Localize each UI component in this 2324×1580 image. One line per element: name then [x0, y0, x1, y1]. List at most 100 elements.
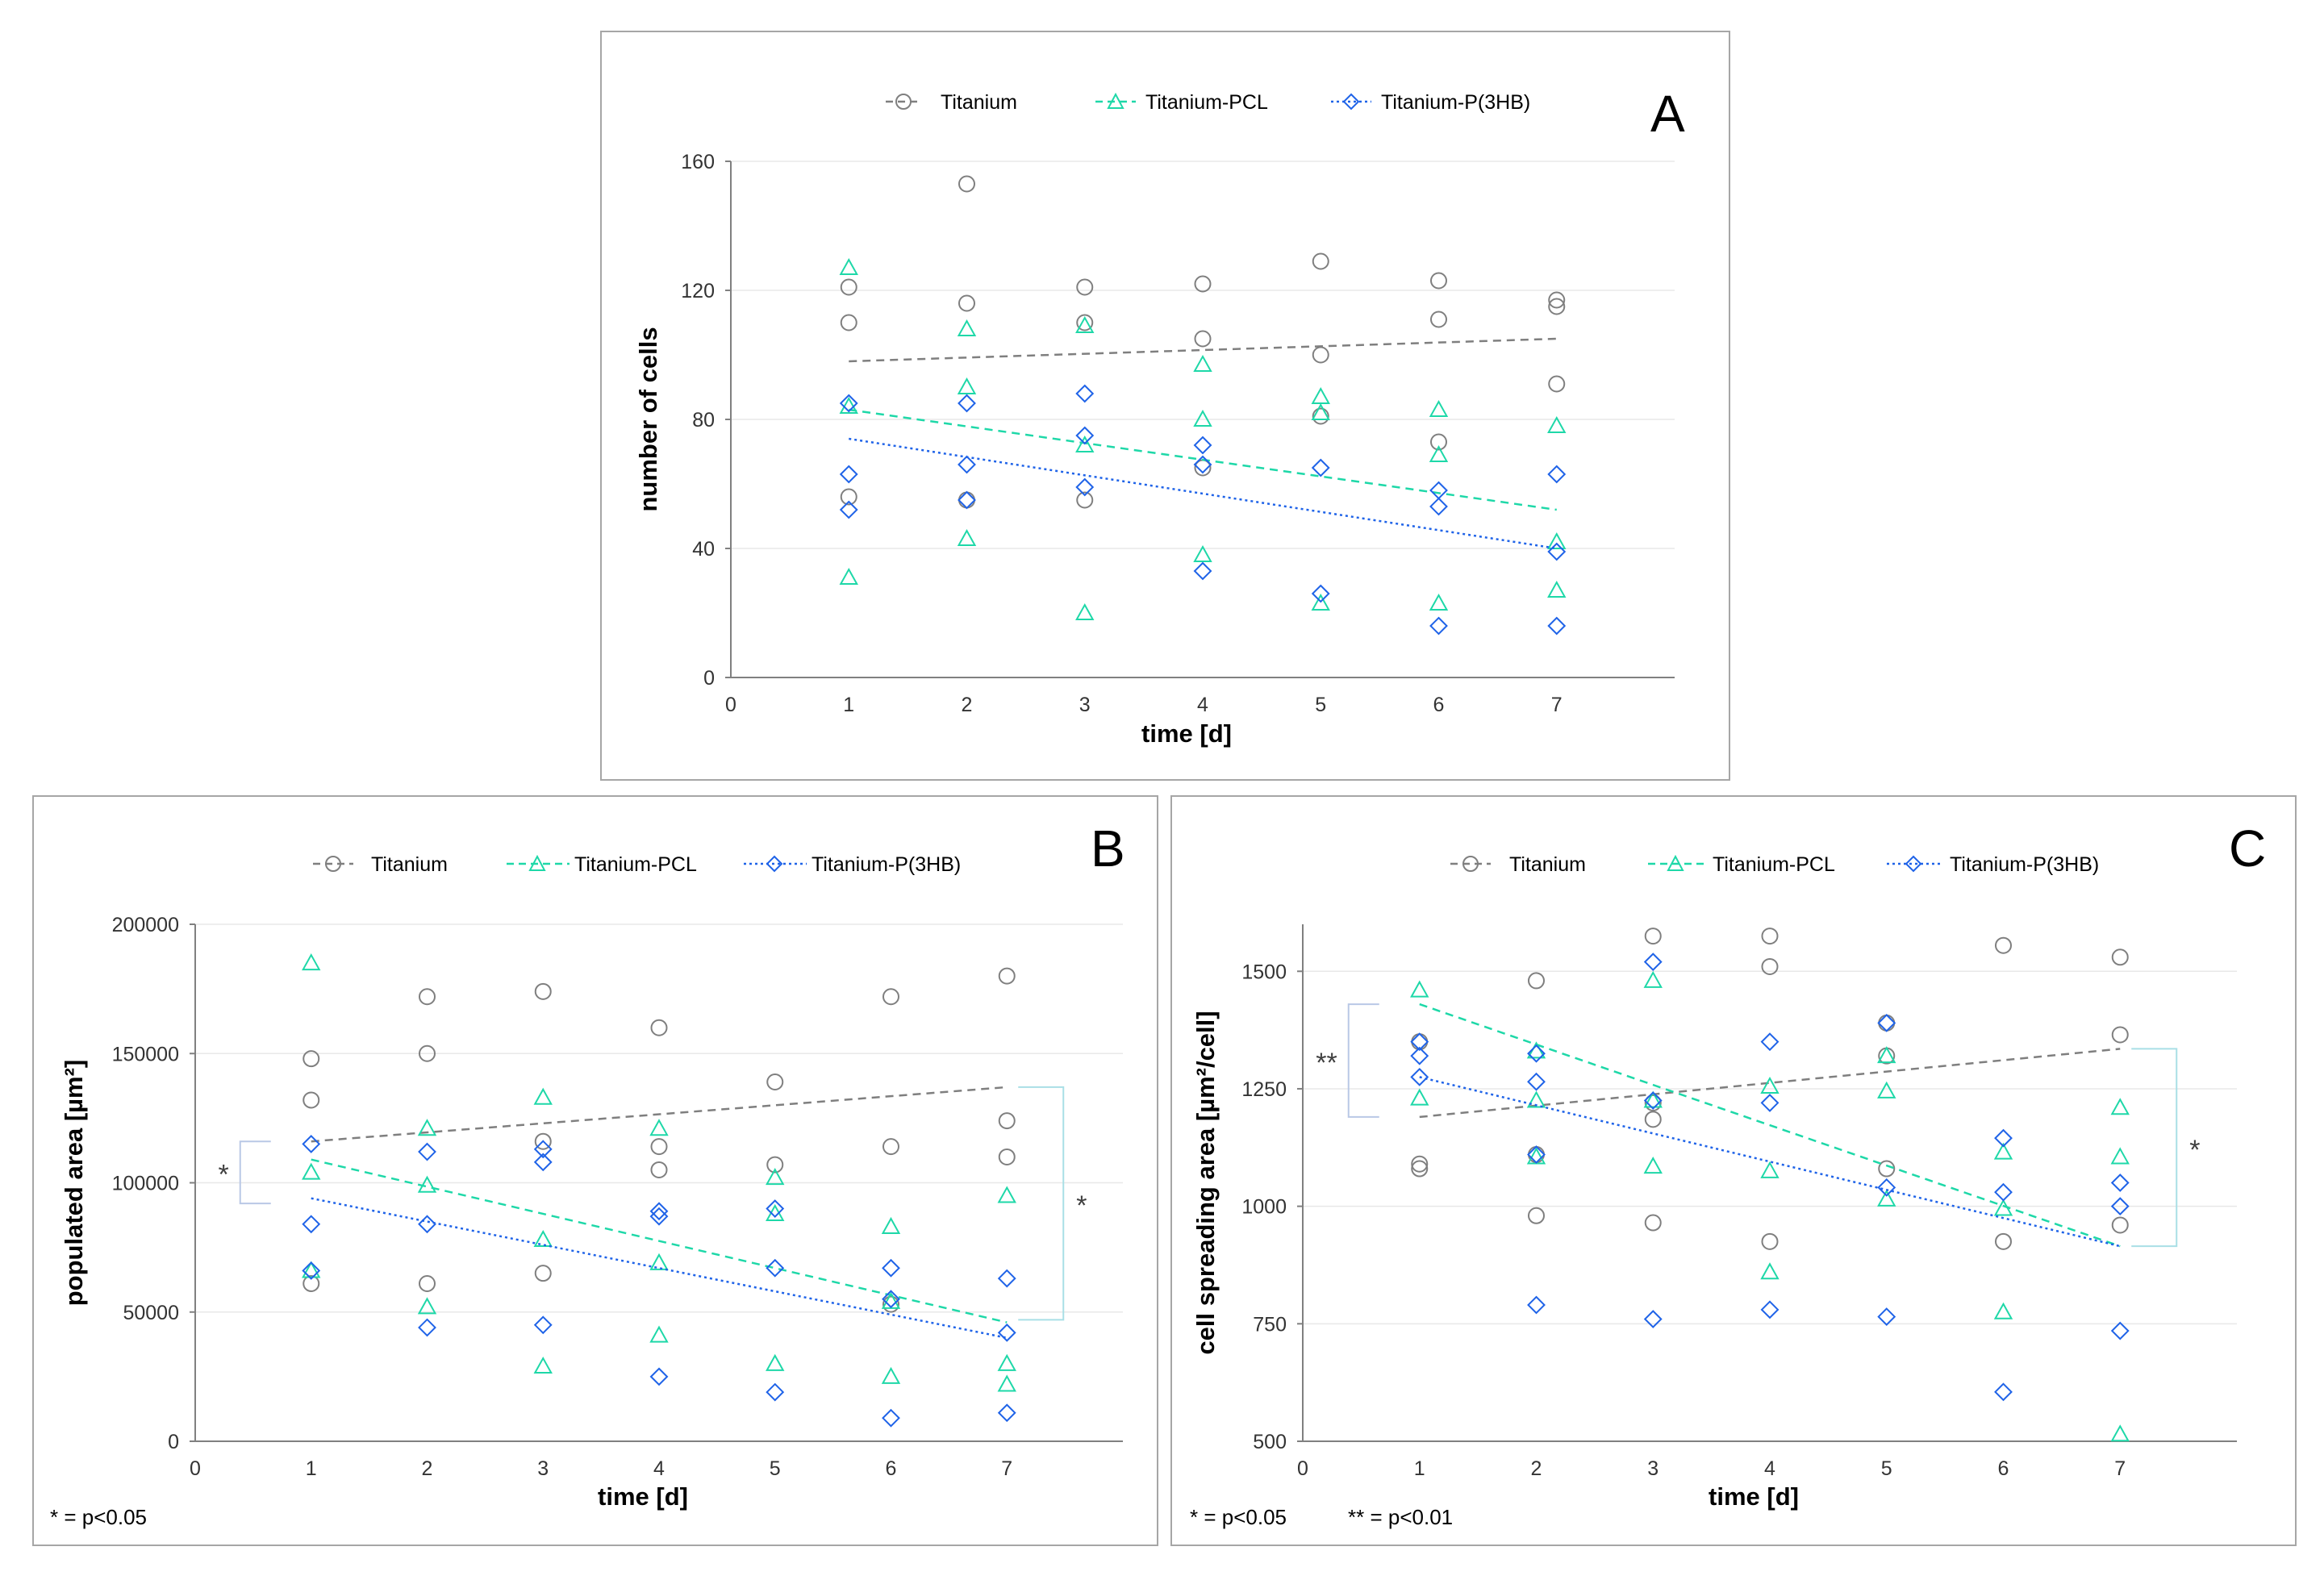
data-point — [1410, 980, 1429, 998]
data-point — [1761, 1232, 1779, 1250]
data-point — [1878, 1014, 1896, 1032]
x-tick-label: 4 — [1764, 1457, 1775, 1480]
legend-item-titanium-p3hb: Titanium-P(3HB) — [1887, 853, 2099, 876]
x-tick-label: 3 — [537, 1457, 549, 1480]
data-point — [1994, 1128, 2013, 1148]
data-point — [766, 1199, 785, 1218]
footnote-double: ** = p<0.01 — [1348, 1505, 1453, 1529]
data-point — [840, 278, 857, 296]
legend-item-titanium-pcl: Titanium-PCL — [507, 853, 697, 876]
x-tick-label: 3 — [1079, 694, 1091, 716]
data-point — [1548, 375, 1566, 393]
series-titanium-p-3hb — [1410, 953, 2130, 1402]
data-point — [1527, 1295, 1546, 1315]
data-point — [1760, 1032, 1780, 1052]
data-point — [1193, 409, 1212, 427]
significance-bracket — [1018, 1086, 1065, 1321]
data-point — [1075, 602, 1095, 620]
legend-item-titanium-pcl: Titanium-PCL — [1648, 853, 1835, 876]
legend-item-titanium: Titanium — [886, 91, 1017, 114]
data-point — [650, 1138, 668, 1156]
x-tick-label: 5 — [1315, 694, 1326, 716]
data-point — [1644, 1111, 1662, 1128]
data-point — [1877, 1189, 1896, 1207]
data-point — [1877, 1081, 1896, 1098]
x-tick-label: 1 — [1414, 1457, 1425, 1480]
data-point — [1526, 1090, 1546, 1108]
x-tick-label: 1 — [843, 694, 854, 716]
data-point — [881, 1216, 901, 1234]
legend: Titanium Titanium-PCL Titanium-P(3HB) — [313, 853, 961, 876]
data-point — [882, 1295, 899, 1313]
data-point — [2110, 1147, 2130, 1165]
x-tick-label: 5 — [1881, 1457, 1892, 1480]
data-point — [2110, 1424, 2130, 1442]
data-point — [417, 1175, 437, 1193]
data-point — [839, 394, 858, 413]
data-point — [1075, 315, 1095, 333]
x-tick-label: 6 — [886, 1457, 897, 1480]
data-point — [533, 1229, 553, 1248]
data-point — [1528, 1207, 1545, 1224]
x-axis-title: time [d] — [1709, 1482, 1799, 1511]
legend-item-titanium-p3hb: Titanium-P(3HB) — [1331, 91, 1530, 114]
plot-area: 0 40 80 120 160 0 1 2 3 4 5 6 7 time [d] number of cel… — [634, 151, 1675, 748]
data-point — [1311, 593, 1330, 611]
y-tick-label: 120 — [681, 280, 715, 302]
data-point — [1312, 252, 1329, 270]
series-titanium-pcl — [1410, 970, 2130, 1442]
data-point — [1993, 1302, 2013, 1319]
data-point — [302, 1050, 320, 1068]
trendline-titanium-pcl — [849, 408, 1557, 511]
x-tick-label: 4 — [653, 1457, 665, 1480]
y-tick-label: 1250 — [1241, 1078, 1287, 1101]
data-point — [1877, 1178, 1896, 1197]
data-point — [882, 1138, 899, 1156]
data-point — [1760, 1300, 1780, 1319]
legend-label-titanium-pcl: Titanium-PCL — [574, 853, 697, 876]
data-point — [1193, 544, 1212, 562]
chart-panel-b: Titanium Titanium-PCL Titanium-P(3HB) B … — [32, 795, 1158, 1546]
data-point — [1311, 402, 1330, 420]
data-point — [1429, 444, 1449, 462]
trendline-titanium — [849, 337, 1557, 363]
y-axis-title: cell spreading area [µm²/cell] — [1191, 1011, 1220, 1354]
data-point — [302, 1261, 321, 1280]
legend-item-titanium-p3hb: Titanium-P(3HB) — [744, 853, 961, 876]
data-point — [2110, 1098, 2130, 1115]
data-point — [1878, 1160, 1896, 1178]
data-point — [1076, 491, 1094, 509]
trendline-titanium-p-3hb — [849, 437, 1557, 550]
trendline-titanium-pcl — [1419, 1003, 2121, 1248]
data-point — [419, 1274, 436, 1292]
panel-label: A — [1650, 85, 1685, 143]
data-point — [1547, 616, 1567, 636]
data-point — [1411, 1160, 1429, 1178]
series-titanium-pcl — [839, 257, 1567, 620]
data-point — [1760, 1094, 1780, 1112]
data-point — [766, 1156, 784, 1174]
data-point — [839, 465, 858, 484]
legend-label-titanium-pcl: Titanium-PCL — [1713, 853, 1835, 876]
legend-label-titanium-pcl: Titanium-PCL — [1145, 91, 1268, 114]
data-point — [1311, 386, 1330, 404]
y-tick-label: 0 — [168, 1431, 179, 1453]
data-point — [418, 1142, 436, 1161]
x-tick-label: 7 — [2114, 1457, 2126, 1480]
data-point — [1527, 1044, 1546, 1063]
data-point — [533, 1356, 553, 1374]
data-point — [839, 567, 858, 585]
legend: Titanium Titanium-PCL Titanium-P(3HB) — [886, 91, 1530, 114]
data-point — [1075, 384, 1095, 403]
y-tick-label: 150000 — [112, 1043, 179, 1065]
data-point — [958, 394, 976, 413]
data-point — [1547, 580, 1567, 598]
data-point — [1547, 532, 1567, 549]
data-point — [1877, 1307, 1896, 1326]
data-point — [839, 396, 858, 414]
data-point — [1877, 1046, 1896, 1064]
data-point — [1527, 1145, 1546, 1164]
data-point — [419, 988, 436, 1006]
data-point — [997, 1403, 1016, 1423]
chart-c-svg: Titanium Titanium-PCL Titanium-P(3HB) C … — [1190, 819, 2266, 1529]
